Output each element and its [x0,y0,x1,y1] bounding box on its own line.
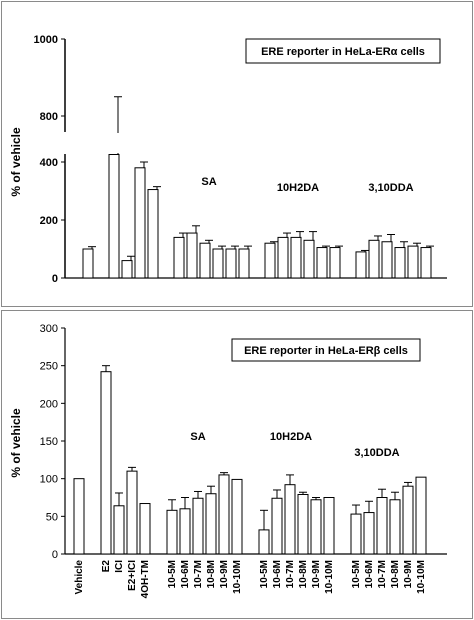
x-tick-label: 10-6M [364,560,375,588]
x-tick-label: ICI [114,560,125,573]
x-tick-label: 10-8M [206,560,217,588]
y-tick-label: 100 [40,474,58,486]
group-label-10h2da: 10H2DA [277,182,319,194]
y-tick-label: 400 [40,157,58,169]
y-tick-label: 50 [46,511,58,523]
x-tick-label: 10-6M [180,560,191,588]
bar [264,242,276,279]
y-tick-label: 200 [40,215,58,227]
bar [134,167,146,279]
group-label-sa: SA [190,431,205,443]
x-tick-label: 10-5M [351,560,362,588]
chart-title: ERE reporter in HeLa-ERα cells [261,46,425,58]
x-tick-label: Vehicle [74,560,85,595]
bar [179,508,191,555]
y-tick-label: 0 [52,549,58,561]
x-tick-label: 10-9M [403,560,414,588]
bar [212,248,224,279]
bar [323,497,335,555]
bar [218,474,230,555]
x-tick-label: 10-8M [390,560,401,588]
bar [350,513,362,555]
y-tick-label: 200 [40,398,58,410]
y-tick-label: 0 [52,273,58,285]
y-tick-label: 150 [40,436,58,448]
y-tick-label: 300 [40,323,58,335]
bar [355,251,367,279]
bar [376,497,388,555]
group-label-sa: SA [201,176,216,188]
bar [199,242,211,279]
bar [139,503,151,555]
y-tick-label: 1000 [34,34,58,46]
bar [225,248,237,279]
bar [126,470,138,555]
bar [303,239,315,279]
bar [316,247,328,279]
x-tick-label: 10-7M [193,560,204,588]
bar [368,239,380,279]
bar [407,245,419,279]
chart-panel-era: 0 200 400 800 1000 % of vehicle ERE reporter i… [1,1,473,307]
legend-box [245,38,441,64]
axis-break [57,133,167,153]
bar [192,497,204,555]
bar [310,499,322,555]
bar [108,154,120,279]
bar [121,260,133,279]
x-tick-label: 10-8M [298,560,309,588]
bar [258,529,270,555]
y-axis-label: % of vehicle [9,127,23,197]
chart-panel-erb: 0 50 100 150 200 250 300 % of vehicle ERE report… [1,310,473,619]
bar [113,505,125,555]
bar [186,232,198,279]
bar [147,189,159,279]
bar [381,241,393,279]
chart-title: ERE reporter in HeLa-ERβ cells [244,345,408,357]
bar [166,509,178,555]
bar [82,248,94,279]
bar [420,247,432,279]
bar [238,248,250,279]
x-tick-label: E2+ICI [127,560,138,591]
group-label-310dda: 3,10DDA [368,182,413,194]
bar [363,512,375,555]
group-label-10h2da: 10H2DA [270,431,312,443]
bar [284,484,296,555]
bar [277,236,289,279]
bar [415,476,427,555]
x-tick-label: 4OH-TM [140,560,151,598]
bar [389,499,401,555]
y-tick-label: 800 [40,111,58,123]
bar [205,493,217,555]
x-tick-label: 10-9M [219,560,230,588]
bar [297,493,309,555]
bar [329,247,341,279]
y-tick-label: 250 [40,361,58,373]
bar [402,485,414,555]
x-tick-label: 10-5M [167,560,178,588]
bar [394,247,406,279]
y-axis-label: % of vehicle [9,408,23,478]
x-tick-label: 10-10M [232,560,243,594]
x-tick-label: E2 [101,560,112,573]
bar [73,478,85,555]
x-tick-label: 10-10M [416,560,427,594]
x-tick-label: 10-7M [377,560,388,588]
bar [173,236,185,279]
x-tick-label: 10-9M [311,560,322,588]
x-tick-label: 10-5M [259,560,270,588]
chart-erb: 0 50 100 150 200 250 300 % of vehicle ERE report… [9,323,447,598]
bar [271,497,283,555]
bar [100,371,112,555]
chart-era: 0 200 400 800 1000 % of vehicle ERE reporter i… [9,34,447,285]
x-tick-label: 10-7M [285,560,296,588]
group-label-310dda: 3,10DDA [354,447,399,459]
x-tick-label: 10-6M [272,560,283,588]
x-tick-label: 10-10M [324,560,335,594]
legend-box [231,338,421,362]
bar [290,236,302,279]
bar [231,478,243,555]
